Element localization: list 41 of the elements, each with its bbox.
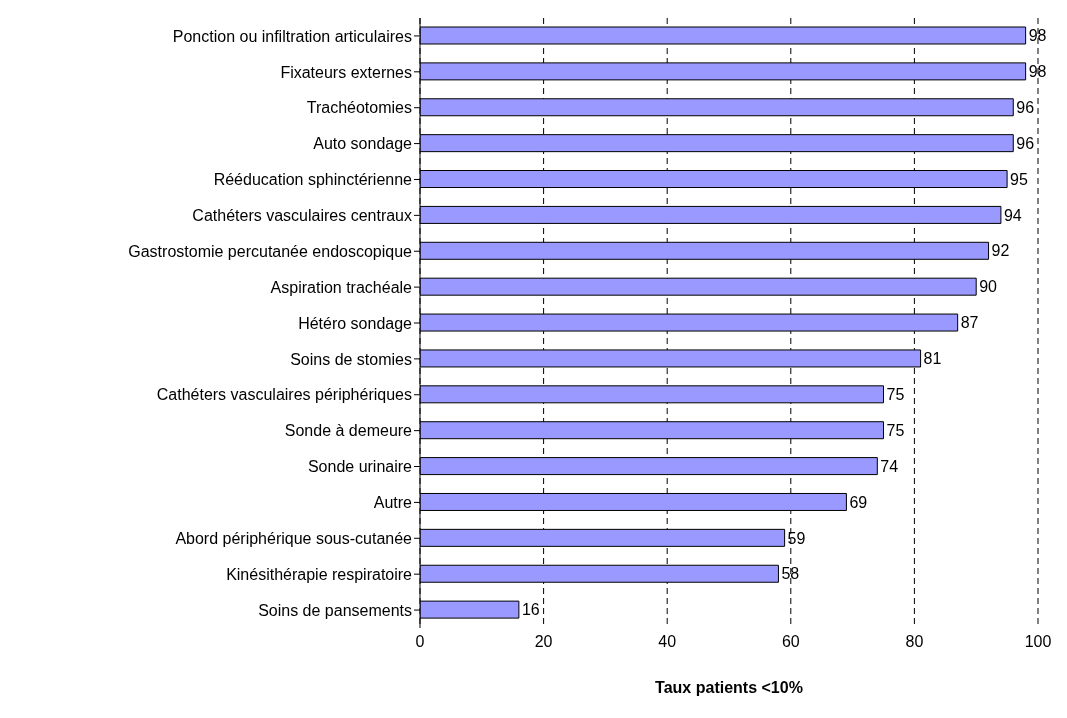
y-tick-label: Hétéro sondage (298, 314, 413, 332)
y-tick-label: Kinésithérapie respiratoire (226, 565, 413, 583)
y-tick-label: Rééducation sphinctérienne (213, 171, 413, 189)
data-label: 96 (1016, 98, 1035, 116)
y-tick-label: Gastrostomie percutanée endoscopique (128, 242, 413, 260)
data-label: 69 (849, 493, 868, 511)
x-tick-label: 40 (658, 633, 677, 651)
y-tick-label: Autre (373, 494, 413, 512)
y-tick-label: Sonde à demeure (284, 422, 413, 440)
y-tick-label: Trachéotomies (306, 99, 412, 117)
y-tick-label: Soins de pansements (258, 601, 412, 619)
y-tick-label: Cathéters vasculaires périphériques (156, 386, 412, 404)
y-tick-label: Cathéters vasculaires centraux (192, 207, 412, 225)
data-label: 75 (886, 386, 905, 403)
y-tick-label: Ponction ou infiltration articulaires (172, 27, 412, 45)
data-label: 87 (960, 314, 979, 332)
data-label: 94 (1003, 206, 1022, 224)
x-tick-label: 0 (415, 633, 425, 651)
data-label: 75 (886, 421, 905, 439)
data-label: 16 (521, 601, 540, 619)
x-tick-label: 80 (905, 633, 924, 651)
y-tick-label: Soins de stomies (290, 350, 412, 368)
x-tick-label: 100 (1024, 633, 1052, 651)
x-tick-label: 20 (534, 633, 553, 651)
data-label: 90 (979, 278, 998, 296)
y-tick-label: Fixateurs externes (280, 63, 412, 81)
y-tick-label: Auto sondage (313, 135, 413, 153)
data-label: 74 (880, 457, 899, 475)
x-tick-label: 60 (781, 633, 800, 651)
data-label: 98 (1028, 63, 1047, 81)
data-label: 98 (1028, 27, 1047, 45)
y-tick-label: Sonde urinaire (307, 458, 413, 476)
data-label: 96 (1016, 134, 1035, 152)
data-label: 95 (1010, 170, 1028, 188)
data-label: 92 (991, 242, 1010, 260)
data-label: 81 (923, 350, 942, 368)
data-label: 58 (781, 565, 800, 583)
x-axis-title: Taux patients <10% (655, 679, 803, 696)
data-label: 59 (787, 529, 806, 547)
y-tick-label: Aspiration trachéale (270, 278, 413, 296)
y-tick-label: Abord périphérique sous-cutanée (175, 529, 413, 547)
